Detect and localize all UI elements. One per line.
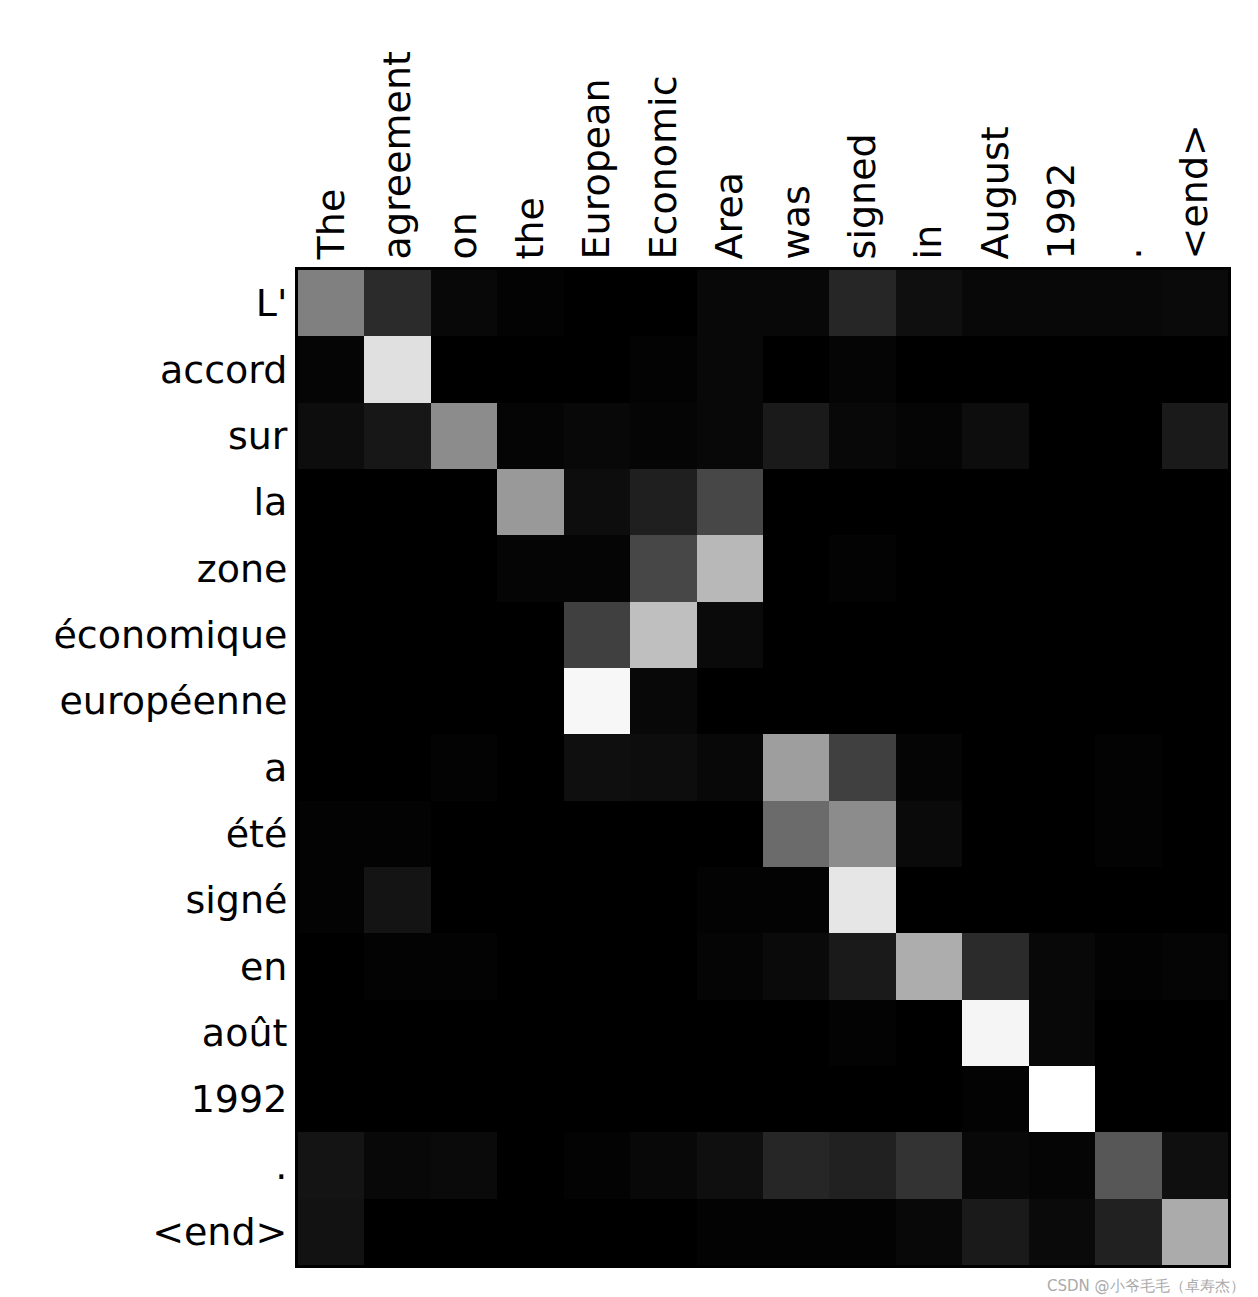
svg-text:European: European [574, 78, 618, 259]
svg-text:Area: Area [707, 172, 751, 259]
svg-text:.: . [275, 1144, 287, 1188]
svg-text:zone: zone [197, 547, 288, 591]
svg-text:en: en [240, 945, 287, 989]
svg-text:accord: accord [160, 348, 287, 392]
svg-text:The: The [309, 189, 353, 261]
svg-text:signé: signé [185, 878, 287, 922]
svg-text:sur: sur [228, 414, 288, 458]
svg-text:européenne: européenne [59, 679, 287, 723]
svg-text:1992: 1992 [191, 1077, 288, 1121]
svg-text:été: été [226, 812, 288, 856]
svg-text:signed: signed [840, 133, 884, 259]
svg-text:<end>: <end> [152, 1210, 287, 1254]
svg-text:Economic: Economic [641, 75, 685, 259]
svg-text:August: August [973, 126, 1017, 259]
svg-text:CSDN @小爷毛毛（卓寿杰）: CSDN @小爷毛毛（卓寿杰） [1047, 1277, 1245, 1295]
svg-text:a: a [264, 746, 287, 790]
svg-text:in: in [906, 225, 950, 260]
svg-text:<end>: <end> [1172, 124, 1216, 259]
svg-text:1992: 1992 [1039, 163, 1083, 260]
svg-text:the: the [508, 197, 552, 259]
svg-text:la: la [254, 480, 288, 524]
svg-text:was: was [774, 185, 818, 259]
svg-text:on: on [441, 212, 485, 259]
svg-text:économique: économique [53, 613, 287, 657]
svg-text:agreement: agreement [375, 51, 419, 259]
svg-text:L': L' [256, 281, 288, 325]
svg-text:.: . [1106, 247, 1150, 259]
svg-text:août: août [202, 1011, 288, 1055]
